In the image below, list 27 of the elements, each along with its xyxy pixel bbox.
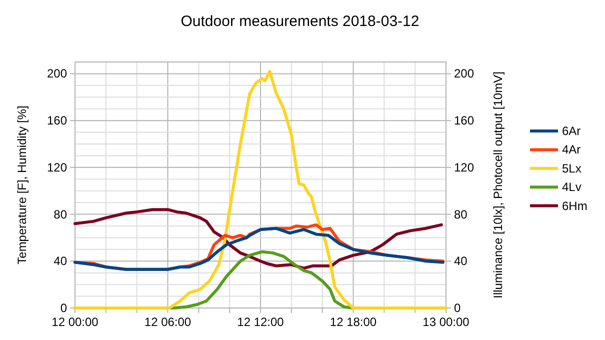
line-series <box>74 70 448 310</box>
y2-tick-label: 0 <box>454 301 461 315</box>
x-tick-label: 13 00:00 <box>422 315 470 329</box>
x-tick-label: 12 12:00 <box>237 315 284 329</box>
y-tick-label: 120 <box>46 160 68 174</box>
legend-label: 5Lx <box>562 161 582 176</box>
x-tick-label: 12 00:00 <box>52 315 99 329</box>
line-series <box>74 208 443 270</box>
y-tick-label: 40 <box>54 254 68 268</box>
x-tick-label: 12 06:00 <box>144 315 192 329</box>
legend-label: 4Lv <box>562 180 582 194</box>
y-tick-label: 0 <box>60 301 68 315</box>
y-tick-label: 160 <box>46 114 68 128</box>
y2-axis-title: Illuminance [10lx], Photocell output [10mV] <box>491 72 505 298</box>
chart-title: Outdoor measurements 2018-03-12 <box>180 13 420 30</box>
y-axis-title: Temperature [F], Humidity [%] <box>15 106 29 264</box>
legend-label: 4Ar <box>562 142 581 157</box>
y2-tick-label: 40 <box>454 254 468 268</box>
y-tick-label: 80 <box>54 207 68 222</box>
legend-label: 6Ar <box>562 124 581 138</box>
y-tick-label: 200 <box>46 66 68 81</box>
y2-tick-label: 160 <box>454 114 474 128</box>
x-tick-label: 12 18:00 <box>330 315 377 329</box>
legend-label: 6Hm <box>562 198 588 213</box>
y2-tick-label: 80 <box>454 207 468 222</box>
y2-tick-label: 120 <box>454 160 474 174</box>
y2-tick-label: 200 <box>454 66 474 81</box>
